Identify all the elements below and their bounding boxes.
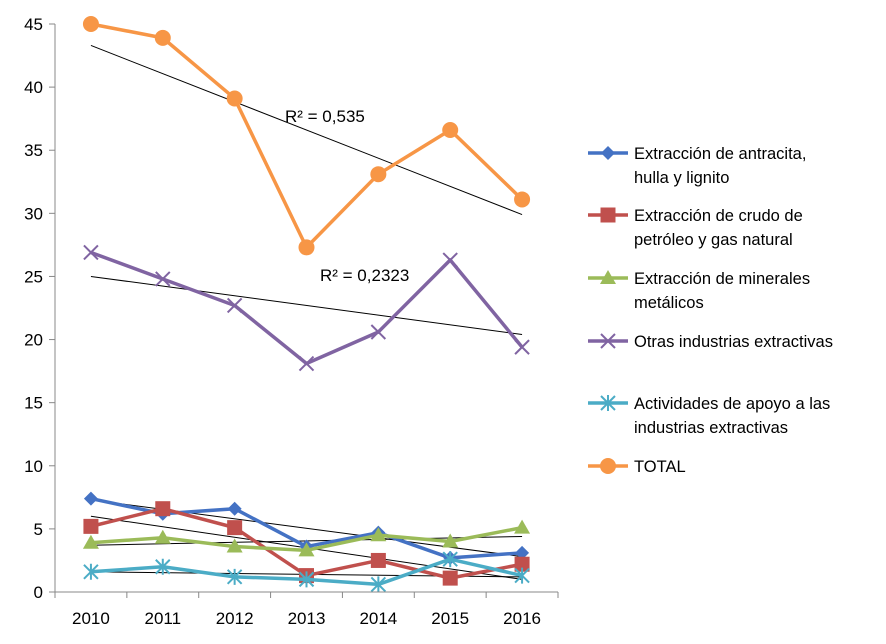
legend-marker (600, 458, 616, 474)
legend-item-crudo: Extracción de crudo de petróleo y gas nat… (588, 207, 803, 249)
data-point-crudo (227, 520, 243, 536)
data-point-crudo (370, 552, 386, 568)
data-point-total (226, 90, 243, 107)
legend: Extracción de antracita,hulla y lignitoE… (588, 145, 833, 476)
y-tick-label: 40 (24, 78, 43, 97)
legend-label: Actividades de apoyo a las (634, 395, 830, 413)
data-point-apoyo (155, 558, 171, 575)
series-apoyo (83, 551, 530, 593)
legend-item-minerales: Extracción de minerales metálicos (588, 270, 810, 312)
series-line-total (90, 22, 524, 250)
series-layer (82, 16, 531, 593)
data-point-minerales (226, 538, 243, 553)
data-point-crudo (155, 501, 171, 517)
data-point-apoyo (370, 576, 387, 593)
data-point-minerales (370, 527, 387, 542)
legend-label: TOTAL (634, 458, 686, 476)
legend-item-otras: Otras industrias extractivas (588, 333, 833, 351)
y-tick-label: 25 (24, 267, 43, 286)
x-tick-label: 2014 (359, 609, 397, 628)
legend-marker (600, 270, 616, 284)
data-point-minerales (298, 542, 315, 557)
trendline-otras (90, 275, 523, 336)
data-point-antracita (515, 545, 530, 560)
data-point-minerales (82, 534, 99, 549)
data-point-total (82, 16, 99, 32)
data-point-otras (83, 244, 99, 261)
y-tick-label: 10 (24, 457, 43, 476)
x-tick-label: 2015 (431, 609, 469, 628)
series-total (82, 16, 531, 256)
legend-label: petróleo y gas natural (634, 231, 793, 249)
x-ticks-layer: 2010 2011 2012 2013 2014 2015 2016 (54, 592, 559, 628)
y-tick-label: 5 (34, 520, 43, 539)
data-point-total (370, 166, 387, 183)
data-point-total (154, 29, 171, 46)
data-point-minerales (154, 529, 171, 544)
legend-marker (601, 146, 615, 160)
data-point-total (298, 239, 315, 256)
y-tick-label: 35 (24, 141, 43, 160)
data-point-crudo (442, 570, 458, 586)
y-ticks-layer: 0 5 10 15 20 25 30 35 40 45 (24, 15, 55, 602)
x-tick-label: 2016 (503, 609, 541, 628)
legend-marker (600, 207, 616, 223)
data-point-apoyo (83, 563, 99, 580)
data-point-otras (514, 339, 530, 355)
x-tick-label: 2011 (145, 609, 182, 628)
trendline-total (90, 44, 523, 216)
data-point-otras (155, 271, 171, 287)
legend-item-antracita: Extracción de antracita, hulla y lignito (588, 145, 806, 187)
x-tick-label: 2013 (288, 609, 326, 628)
annotations-layer: R² = 0,535 R² = 0,2323 (285, 107, 409, 285)
data-point-minerales (514, 519, 531, 534)
legend-label: metálicos (634, 294, 704, 312)
data-point-otras (298, 355, 315, 372)
data-point-crudo (83, 518, 99, 534)
data-point-crudo (514, 556, 530, 572)
series-minerales (82, 519, 531, 557)
legend-label: Extracción de crudo de (634, 207, 803, 225)
legend-marker (600, 395, 616, 411)
data-point-total (442, 122, 459, 139)
y-tick-label: 20 (24, 331, 43, 350)
legend-marker (600, 333, 616, 349)
axes-layer (54, 24, 558, 593)
data-point-apoyo (226, 568, 243, 585)
legend-label: Extracción de minerales (634, 270, 810, 288)
data-point-antracita (227, 501, 242, 516)
series-line-otras (90, 250, 524, 366)
x-tick-label: 2010 (72, 609, 110, 628)
legend-label: Otras industrias extractivas (634, 333, 833, 351)
y-tick-label: 45 (24, 15, 43, 34)
legend-item-apoyo: Actividades de apoyo a las industrias ext… (588, 395, 830, 437)
r2-label-otras: R² = 0,2323 (320, 266, 409, 285)
data-point-otras (226, 297, 243, 314)
r2-label-total: R² = 0,535 (285, 107, 365, 126)
data-point-antracita (83, 491, 98, 506)
y-tick-label: 0 (34, 583, 43, 602)
legend-label: Extracción de antracita, (634, 145, 806, 163)
data-point-otras (442, 252, 458, 268)
series-otras (83, 244, 530, 372)
data-point-apoyo (514, 567, 530, 584)
data-point-total (514, 191, 531, 208)
data-point-otras (370, 324, 387, 340)
legend-item-total: TOTAL (588, 458, 686, 476)
y-tick-label: 15 (24, 394, 43, 413)
legend-label: industrias extractivas (634, 419, 788, 437)
data-point-apoyo (298, 571, 315, 588)
data-point-apoyo (442, 551, 458, 568)
x-tick-label: 2012 (216, 609, 254, 628)
y-tick-label: 30 (24, 204, 43, 223)
legend-label: hulla y lignito (634, 169, 729, 187)
data-point-minerales (442, 533, 459, 548)
